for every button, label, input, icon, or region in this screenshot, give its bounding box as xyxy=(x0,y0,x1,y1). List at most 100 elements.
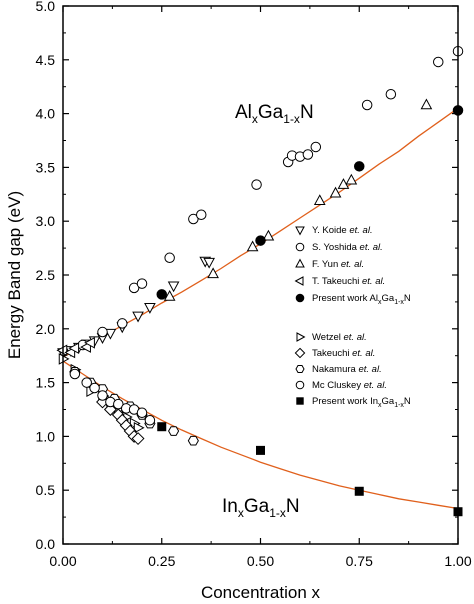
legend-formula-part: Ga xyxy=(382,396,395,407)
data-point xyxy=(246,240,259,252)
legend-formula-part: 1-x xyxy=(394,299,404,306)
data-point xyxy=(104,328,117,340)
data-point xyxy=(84,336,95,349)
data-point xyxy=(58,353,70,365)
data-point xyxy=(302,149,314,160)
data-point xyxy=(131,432,145,446)
legend-marker xyxy=(294,347,306,359)
data-point xyxy=(337,178,350,189)
annotation-ingan: InxGa1-xN xyxy=(222,496,300,520)
data-point xyxy=(136,407,148,418)
legend-marker xyxy=(295,242,305,252)
data-point xyxy=(81,377,92,388)
legend-name: Present work Al xyxy=(312,293,378,304)
y-tick-label: 0.0 xyxy=(36,536,56,552)
x-tick-label: 0.25 xyxy=(148,553,175,569)
legend-formula-part: 1-x xyxy=(394,402,404,409)
annotation-part: x xyxy=(238,506,244,520)
x-axis-title: Concentration x xyxy=(201,583,321,602)
data-point xyxy=(144,415,156,426)
data-point xyxy=(256,445,265,455)
axis-ticks: 0.00 0.25 0.50 0.75 1.00 0.0 0.5 1.0 1.5 2.0 2.5 3.… xyxy=(36,0,472,569)
annotation-part: N xyxy=(286,496,300,517)
legend-name: Wetzel xyxy=(312,332,341,343)
legend-suffix: et. al. xyxy=(350,348,376,359)
data-point xyxy=(103,403,117,416)
legend-marker xyxy=(296,397,304,405)
data-point xyxy=(117,318,128,329)
annotations: AlxGa1-xN InxGa 1-x N xyxy=(222,102,314,520)
data-point xyxy=(97,390,108,401)
data-point xyxy=(313,194,326,206)
y-axis-title: Energy Band gap (eV) xyxy=(5,191,24,359)
legend-label: Present work InxGa1-xN xyxy=(312,396,411,409)
data-point xyxy=(255,235,266,246)
legend-name: Takeuchi xyxy=(312,348,350,359)
y-tick-label: 4.5 xyxy=(36,52,56,68)
legend-suffix: et. al. xyxy=(359,276,385,287)
x-tick-label: 1.00 xyxy=(444,553,471,569)
data-point xyxy=(251,179,262,190)
x-tick-label: 0.75 xyxy=(346,553,373,569)
data-point xyxy=(262,229,275,241)
data-point xyxy=(113,398,124,410)
data-point xyxy=(433,56,444,68)
data-point xyxy=(420,98,433,110)
annotation-part: Al xyxy=(235,102,252,123)
data-point xyxy=(187,435,199,446)
data-point xyxy=(133,421,145,434)
data-point xyxy=(167,281,180,293)
y-tick-label: 2.0 xyxy=(36,321,56,337)
data-point xyxy=(97,326,108,338)
x-tick-label: 0.50 xyxy=(247,553,274,569)
legend-label: F. Yun et. al. xyxy=(312,259,364,270)
y-tick-label: 3.5 xyxy=(36,159,56,175)
data-point xyxy=(157,422,167,432)
legend-label: T. Takeuchi et. al. xyxy=(312,276,385,287)
data-point xyxy=(156,289,167,300)
legend-name: S. Yoshida xyxy=(312,242,358,253)
data-point xyxy=(132,311,144,323)
legend-label: Takeuchi et. al. xyxy=(312,348,375,359)
legend-suffix: et. al. xyxy=(356,364,382,375)
annotation-part: 1-x xyxy=(283,112,300,126)
legend-marker xyxy=(295,380,305,390)
y-tick-label: 5.0 xyxy=(36,0,56,14)
legend-label: Present work AlxGa1-xN xyxy=(312,293,411,306)
y-tick-label: 1.0 xyxy=(36,428,56,444)
legend: Y. Koide et. al.S. Yoshida et. al.F. Yun… xyxy=(294,225,411,409)
legend-formula-part: Ga xyxy=(382,293,395,304)
x-tick-label: 0.00 xyxy=(49,553,76,569)
legend-name: T. Takeuchi xyxy=(312,276,359,287)
legend-formula-part: N xyxy=(404,396,411,407)
data-point xyxy=(68,342,80,355)
legend-label: Mc Cluskey et. al. xyxy=(312,380,387,391)
legend-marker xyxy=(295,258,305,268)
legend-marker xyxy=(295,365,305,373)
annotation-part: In xyxy=(222,496,238,517)
legend-suffix: et. al. xyxy=(357,242,383,253)
legend-suffix: et. al. xyxy=(347,225,373,236)
legend-label: Y. Koide et. al. xyxy=(312,225,373,236)
data-point xyxy=(168,426,180,436)
data-point xyxy=(188,213,199,225)
legend-marker xyxy=(296,332,306,342)
legend-label: S. Yoshida et. al. xyxy=(312,242,383,253)
data-point xyxy=(310,141,322,153)
data-point xyxy=(345,173,358,185)
legend-formula-part: x xyxy=(378,299,382,306)
data-point xyxy=(89,382,100,394)
legend-marker xyxy=(294,276,304,286)
annotation-algan: AlxGa1-xN xyxy=(235,102,314,126)
y-tick-label: 3.0 xyxy=(36,213,56,229)
legend-suffix: et. al. xyxy=(361,380,387,391)
annotation-part: Ga xyxy=(244,496,270,517)
y-tick-label: 4.0 xyxy=(36,106,56,122)
legend-label: Wetzel et. al. xyxy=(312,332,367,343)
data-point xyxy=(56,344,68,357)
data-point xyxy=(361,99,373,111)
legend-marker xyxy=(295,293,305,303)
data-point xyxy=(203,257,215,269)
legend-name: Mc Cluskey xyxy=(312,380,361,391)
legend-name: Y. Koide xyxy=(312,225,347,236)
